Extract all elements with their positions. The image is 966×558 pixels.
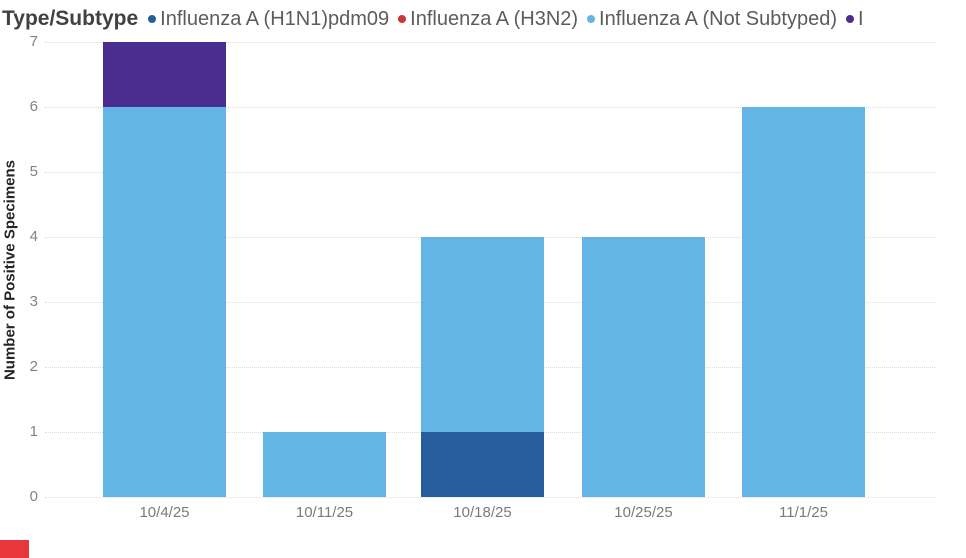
legend-dot-icon [845, 15, 854, 23]
y-tick-label: 5 [29, 163, 38, 180]
legend-item-1[interactable]: Influenza A (H3N2) [398, 8, 578, 31]
bar-segment[interactable] [421, 237, 544, 432]
bar-segment[interactable] [582, 237, 705, 497]
x-tick-label: 10/25/25 [614, 504, 673, 521]
legend-item-label: I [857, 7, 864, 30]
gridline-y0 [45, 497, 935, 498]
y-tick-label: 6 [29, 98, 38, 115]
bar-segment[interactable] [263, 432, 386, 497]
legend-item-2[interactable]: Influenza A (Not Subtyped) [587, 8, 837, 31]
y-tick-label: 7 [29, 33, 38, 50]
red-marker [0, 540, 29, 558]
legend-item-0[interactable]: Influenza A (H1N1)pdm09 [148, 8, 389, 31]
legend-item-label: Influenza A (H1N1)pdm09 [160, 7, 390, 30]
y-tick-label: 0 [29, 488, 38, 505]
gridline-y5 [45, 172, 935, 173]
y-tick-label: 4 [29, 228, 38, 245]
x-tick-label: 10/4/25 [139, 504, 190, 521]
x-tick-label: 10/11/25 [295, 504, 354, 521]
gridline-y6 [45, 107, 935, 108]
legend-item-3[interactable]: I [845, 7, 864, 31]
legend-dot-icon [587, 15, 596, 23]
legend-dot-icon [148, 15, 157, 23]
y-tick-label: 2 [29, 358, 38, 375]
legend-title: Type/Subtype [2, 7, 139, 30]
legend-items: Influenza A (H1N1)pdm09 Influenza A (H3N2… [148, 8, 872, 31]
y-tick-label: 3 [29, 293, 38, 310]
legend: Type/Subtype Influenza A (H1N1)pdm09 Infl… [2, 5, 966, 33]
bar-segment[interactable] [742, 107, 865, 497]
x-tick-label: 11/1/25 [779, 504, 828, 521]
bar-segment[interactable] [103, 42, 226, 107]
bar-segment[interactable] [103, 107, 226, 497]
x-tick-label: 10/18/25 [453, 504, 512, 521]
legend-dot-icon [398, 15, 407, 23]
y-tick-label: 1 [29, 423, 38, 440]
legend-item-label: Influenza A (H3N2) [410, 7, 579, 30]
legend-item-label: Influenza A (Not Subtyped) [599, 7, 837, 30]
bar-segment[interactable] [421, 432, 544, 497]
gridline-y7 [45, 42, 935, 43]
